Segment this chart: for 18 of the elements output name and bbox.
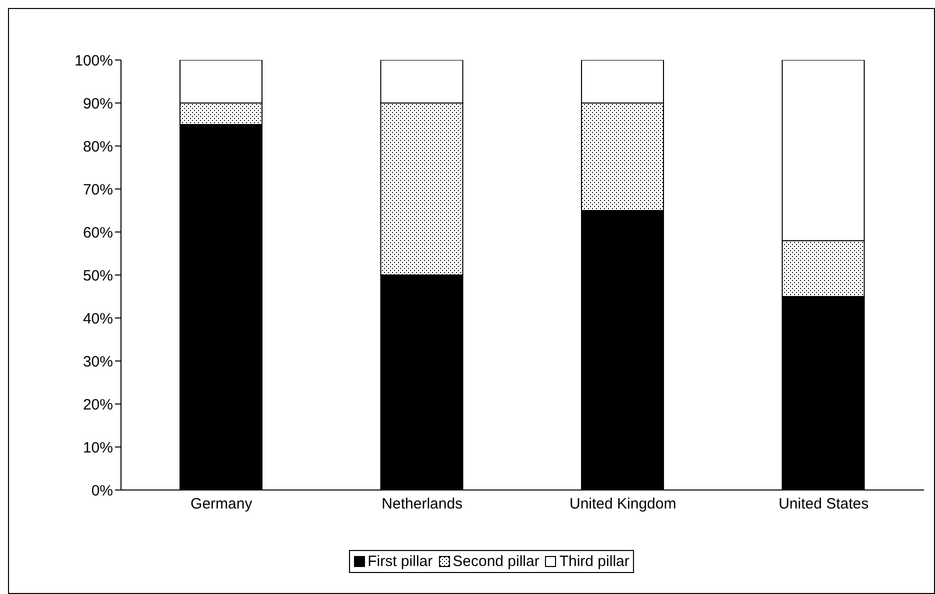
y-tick-label: 0% bbox=[91, 482, 113, 500]
legend-label: First pillar bbox=[366, 553, 433, 570]
x-tick-label: United Kingdom bbox=[570, 496, 676, 513]
y-tick-label: 90% bbox=[82, 95, 113, 112]
y-tick-label: 50% bbox=[82, 267, 113, 284]
y-tick-label: 30% bbox=[82, 353, 113, 370]
x-tick-label: Germany bbox=[190, 496, 253, 513]
y-tick-label: 60% bbox=[82, 224, 113, 242]
y-tick-label: 40% bbox=[82, 310, 113, 328]
y-tick-label: 10% bbox=[82, 439, 113, 456]
legend-label: Second pillar bbox=[452, 553, 540, 570]
legend-label: Third pillar bbox=[558, 553, 630, 570]
y-tick-label: 70% bbox=[82, 181, 113, 198]
x-tick-label: Netherlands bbox=[382, 496, 463, 513]
x-tick-label: United States bbox=[778, 496, 869, 513]
y-tick-label: 80% bbox=[82, 138, 113, 156]
y-tick-label: 100% bbox=[74, 52, 113, 70]
y-tick-label: 20% bbox=[82, 396, 113, 414]
